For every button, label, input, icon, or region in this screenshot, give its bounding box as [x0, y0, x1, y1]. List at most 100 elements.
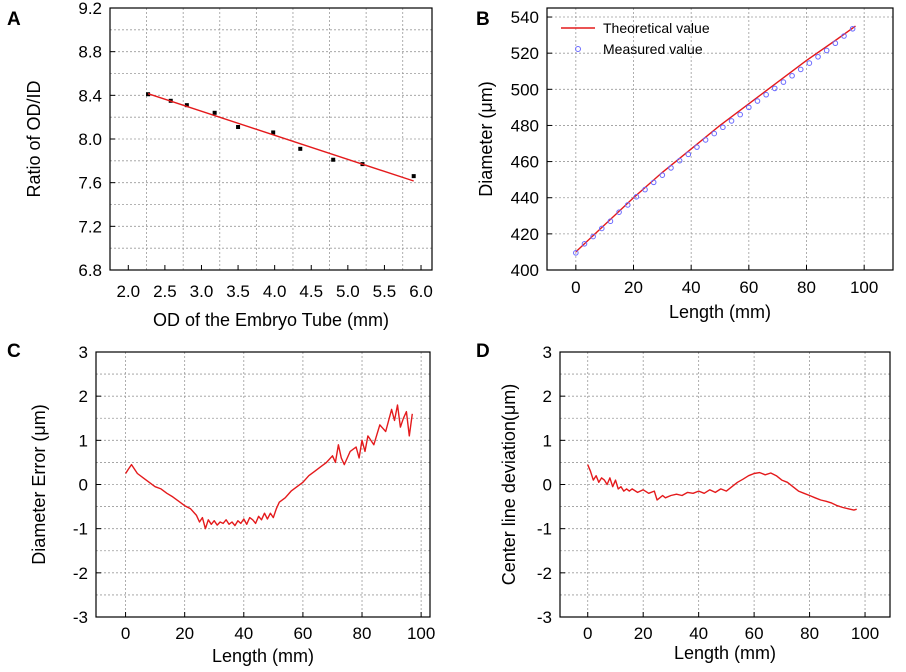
x-tick-label: 5.0	[336, 282, 360, 301]
y-tick-label: -2	[537, 564, 552, 583]
panel-letter: C	[7, 341, 21, 362]
data-point	[650, 179, 657, 186]
x-tick-label: 100	[851, 624, 879, 643]
legend-circle-swatch	[575, 46, 581, 52]
y-tick-label: 500	[511, 80, 539, 99]
series-line	[575, 25, 856, 253]
data-point	[737, 111, 743, 118]
y-tick-label: 1	[79, 431, 88, 450]
x-tick-label: 100	[407, 624, 435, 643]
panel-letter: B	[476, 9, 490, 30]
x-tick-label: 80	[800, 624, 819, 643]
panel-C: 0 20 40 60 80 100 -3 -2 -1 0 1 2 3 Length (mm) Diamete…	[7, 341, 435, 666]
y-tick-label: 2	[543, 387, 552, 406]
x-tick-label: 60	[739, 278, 758, 297]
y-tick-label: -3	[73, 608, 88, 627]
data-point	[694, 144, 700, 150]
x-tick-label: 4.0	[263, 282, 287, 301]
data-point	[815, 53, 821, 60]
x-axis-title: Length (mm)	[674, 643, 776, 663]
panel-B: 0 20 40 60 80 100 400 420 440 460 480 500 520 540 Leng…	[476, 7, 894, 322]
data-point	[841, 33, 847, 39]
data-point	[184, 103, 189, 108]
y-tick-label: -1	[537, 520, 552, 539]
x-tick-label: 3.0	[190, 282, 214, 301]
y-tick-label: 440	[511, 189, 539, 208]
data-point	[298, 146, 303, 151]
panel-A: 2.0 2.5 3.0 3.5 4.0 4.5 5.0 5.5 6.0 6.8 7.2 7.6 8.0 8…	[7, 0, 433, 330]
data-point	[702, 137, 709, 143]
y-tick-label: 3	[543, 343, 552, 362]
y-tick-label: 0	[543, 476, 552, 495]
y-tick-label: 7.6	[78, 174, 102, 193]
y-axis-title: Ratio of OD/ID	[24, 80, 44, 197]
data-point	[763, 91, 769, 98]
y-tick-label: 540	[511, 8, 539, 27]
y-tick-label: 8.4	[78, 86, 102, 105]
panel-D: 0 20 40 60 80 100 -3 -2 -1 0 1 2 3 Length (mm) Center …	[476, 341, 891, 663]
data-point	[271, 130, 276, 135]
x-tick-label: 2.0	[116, 282, 140, 301]
x-tick-label: 5.5	[373, 282, 397, 301]
data-point	[659, 172, 666, 178]
series-line	[147, 93, 414, 182]
series-line	[125, 404, 413, 530]
data-point	[711, 130, 718, 137]
x-tick-label: 60	[293, 624, 312, 643]
data-point	[668, 165, 674, 171]
series-line	[587, 464, 857, 511]
data-point	[728, 118, 735, 124]
x-tick-label: 80	[797, 278, 816, 297]
data-point	[411, 174, 416, 179]
y-axis-title: Diameter (μm)	[476, 81, 496, 196]
x-tick-label: 100	[850, 278, 878, 297]
x-tick-label: 0	[583, 624, 592, 643]
data-point	[598, 225, 605, 232]
y-tick-label: 8.0	[78, 130, 102, 149]
y-tick-label: 2	[79, 387, 88, 406]
x-tick-label: 6.0	[409, 282, 433, 301]
y-tick-label: 9.2	[78, 0, 102, 18]
y-tick-label: 480	[511, 116, 539, 135]
data-point	[685, 151, 692, 158]
data-point	[581, 241, 588, 247]
y-tick-label: 6.8	[78, 261, 102, 280]
data-point	[806, 60, 813, 66]
x-tick-label: 60	[745, 624, 764, 643]
data-point	[780, 79, 787, 85]
x-tick-label: 80	[353, 624, 372, 643]
y-tick-label: 400	[511, 261, 539, 280]
plot-frame	[95, 351, 431, 618]
y-axis-title: Center line deviation(μm)	[499, 384, 519, 585]
data-point	[633, 194, 640, 200]
data-point	[642, 186, 648, 193]
data-point	[331, 157, 336, 162]
data-point	[832, 40, 839, 47]
data-point	[236, 124, 241, 129]
y-tick-label: 520	[511, 44, 539, 63]
data-point	[616, 209, 622, 215]
data-point	[746, 104, 752, 111]
x-tick-label: 4.5	[299, 282, 323, 301]
data-point	[573, 250, 579, 256]
legend-entry: Measured value	[603, 41, 703, 57]
x-axis-title: Length (mm)	[669, 302, 771, 322]
x-tick-label: 2.5	[153, 282, 177, 301]
data-point	[823, 47, 830, 54]
data-point	[720, 124, 726, 131]
data-point	[849, 25, 856, 32]
y-tick-label: -1	[73, 520, 88, 539]
data-point	[754, 98, 761, 104]
x-tick-label: 0	[571, 278, 580, 297]
panel-letter: A	[7, 9, 21, 30]
y-tick-label: 8.8	[78, 43, 102, 62]
y-axis-title: Diameter Error (μm)	[29, 404, 49, 564]
x-axis-title: OD of the Embryo Tube (mm)	[153, 310, 389, 330]
x-tick-label: 0	[121, 624, 130, 643]
legend-entry: Theoretical value	[603, 20, 710, 36]
data-point	[789, 72, 795, 79]
data-point	[797, 66, 804, 73]
x-tick-label: 20	[634, 624, 653, 643]
x-tick-label: 3.5	[226, 282, 250, 301]
y-tick-label: 420	[511, 225, 539, 244]
